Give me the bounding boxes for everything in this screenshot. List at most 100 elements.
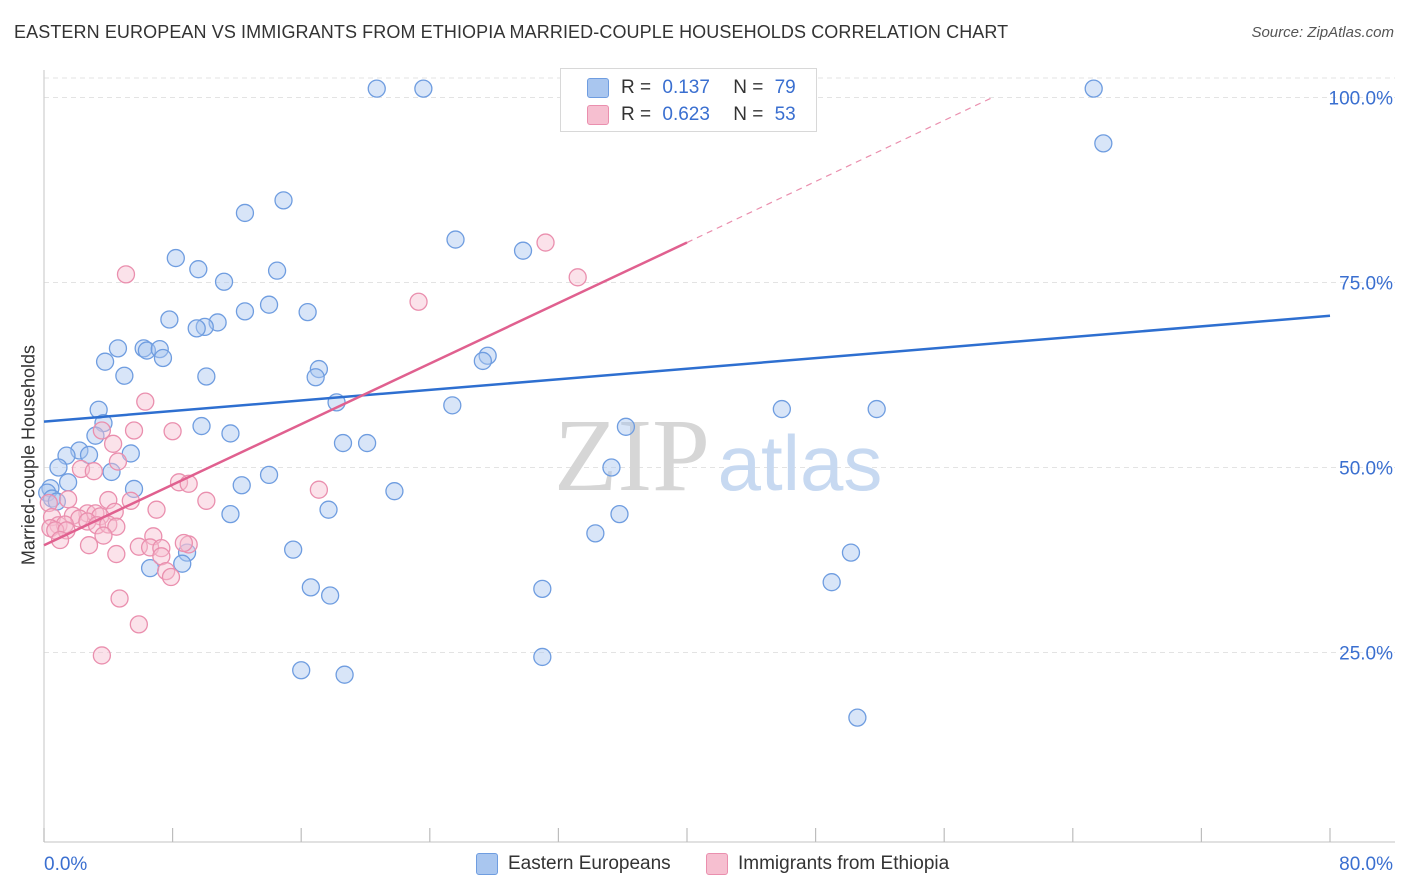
data-point-ethiopia bbox=[108, 452, 128, 471]
data-point-eastern-europeans bbox=[443, 396, 462, 415]
data-point-eastern-europeans bbox=[95, 352, 115, 371]
data-point-ethiopia bbox=[197, 491, 216, 510]
data-point-eastern-europeans bbox=[867, 399, 886, 419]
legend-swatch-pink bbox=[587, 105, 609, 125]
data-point-eastern-europeans bbox=[235, 203, 255, 223]
data-point-ethiopia bbox=[309, 480, 329, 499]
data-point-ethiopia bbox=[174, 533, 194, 553]
data-point-eastern-europeans bbox=[616, 417, 636, 436]
watermark-zip: ZIP bbox=[554, 398, 710, 513]
data-point-ethiopia bbox=[79, 536, 99, 555]
data-point-eastern-europeans bbox=[153, 348, 173, 368]
data-point-eastern-europeans bbox=[221, 504, 240, 524]
x-tick-label-max: 80.0% bbox=[1339, 854, 1393, 875]
data-point-eastern-europeans bbox=[124, 479, 144, 499]
legend-label: Immigrants from Ethiopia bbox=[738, 853, 950, 874]
data-point-eastern-europeans bbox=[232, 476, 251, 495]
data-point-eastern-europeans bbox=[1084, 79, 1103, 98]
axes bbox=[43, 70, 1395, 843]
data-point-ethiopia bbox=[129, 615, 148, 634]
data-point-eastern-europeans bbox=[772, 399, 791, 419]
correlation-legend: R = 0.137 N = 79 R = 0.623 N = 53 bbox=[560, 68, 817, 132]
trend-line-eastern-europeans bbox=[43, 314, 1331, 423]
data-point-ethiopia bbox=[157, 561, 176, 581]
data-point-eastern-europeans bbox=[610, 504, 629, 524]
legend-swatch-pink bbox=[706, 853, 728, 875]
data-point-eastern-europeans bbox=[841, 543, 861, 562]
data-point-eastern-europeans bbox=[49, 458, 68, 477]
data-point-eastern-europeans bbox=[1094, 134, 1113, 153]
legend-label: Eastern Europeans bbox=[508, 853, 671, 874]
data-point-eastern-europeans bbox=[214, 272, 234, 291]
data-point-eastern-europeans bbox=[367, 79, 386, 98]
data-point-ethiopia bbox=[94, 526, 113, 545]
data-point-ethiopia bbox=[39, 493, 58, 513]
trend-lines bbox=[43, 96, 1331, 547]
x-tick-label-min: 0.0% bbox=[44, 854, 87, 875]
data-point-ethiopia bbox=[110, 589, 129, 608]
data-point-eastern-europeans bbox=[292, 661, 311, 680]
data-point-eastern-europeans bbox=[385, 482, 404, 501]
data-point-ethiopia bbox=[409, 292, 428, 311]
data-point-ethiopia bbox=[136, 392, 155, 411]
data-point-eastern-europeans bbox=[414, 79, 433, 98]
data-point-eastern-europeans bbox=[166, 248, 185, 268]
data-point-eastern-europeans bbox=[320, 586, 340, 605]
data-point-eastern-europeans bbox=[197, 367, 216, 386]
watermark: ZIP atlas bbox=[554, 398, 882, 513]
y-tick-label: 75.0% bbox=[1339, 274, 1393, 295]
data-point-eastern-europeans bbox=[173, 554, 192, 573]
data-point-eastern-europeans bbox=[235, 302, 255, 321]
watermark-atlas: atlas bbox=[718, 419, 883, 507]
data-point-eastern-europeans bbox=[446, 230, 465, 249]
data-point-eastern-europeans bbox=[102, 462, 121, 482]
data-point-eastern-europeans bbox=[301, 578, 320, 597]
data-point-eastern-europeans bbox=[121, 444, 140, 463]
data-point-eastern-europeans bbox=[335, 665, 354, 684]
data-point-eastern-europeans bbox=[58, 473, 78, 492]
data-point-ethiopia bbox=[103, 434, 123, 453]
n-value: 53 bbox=[774, 104, 796, 125]
data-point-ethiopia bbox=[92, 646, 112, 665]
data-point-eastern-europeans bbox=[586, 524, 605, 543]
data-point-eastern-europeans bbox=[533, 579, 552, 599]
y-tick-label: 100.0% bbox=[1329, 89, 1394, 110]
series-eastern-europeans-points bbox=[38, 79, 1113, 727]
data-point-eastern-europeans bbox=[187, 319, 206, 338]
source-label: Source: ZipAtlas.com bbox=[1251, 24, 1394, 41]
x-tick-labels: 0.0% 80.0% bbox=[44, 854, 1393, 875]
data-point-eastern-europeans bbox=[221, 424, 240, 443]
data-point-eastern-europeans bbox=[259, 295, 279, 314]
y-axis-label: Married-couple Households bbox=[18, 344, 39, 566]
series-ethiopia-points bbox=[39, 233, 587, 665]
data-point-eastern-europeans bbox=[134, 339, 153, 358]
data-point-eastern-europeans bbox=[473, 351, 492, 371]
data-point-eastern-europeans bbox=[192, 416, 211, 436]
data-point-ethiopia bbox=[124, 421, 144, 440]
data-point-ethiopia bbox=[116, 265, 136, 284]
data-point-eastern-europeans bbox=[848, 708, 867, 727]
data-point-ethiopia bbox=[107, 544, 126, 564]
data-point-eastern-europeans bbox=[306, 368, 325, 387]
r-label: R = bbox=[621, 104, 652, 125]
data-point-eastern-europeans bbox=[274, 191, 293, 210]
n-value: 79 bbox=[774, 77, 796, 98]
data-point-eastern-europeans bbox=[333, 433, 353, 453]
data-point-eastern-europeans bbox=[533, 647, 552, 667]
y-tick-labels: 25.0% 50.0% 75.0% 100.0% bbox=[1329, 89, 1394, 665]
data-point-ethiopia bbox=[107, 517, 126, 536]
data-point-eastern-europeans bbox=[822, 573, 841, 592]
data-point-eastern-europeans bbox=[259, 465, 279, 485]
data-point-eastern-europeans bbox=[513, 241, 533, 260]
data-point-eastern-europeans bbox=[319, 500, 338, 519]
data-point-ethiopia bbox=[84, 462, 103, 481]
legend-swatch-blue bbox=[587, 78, 609, 98]
data-point-eastern-europeans bbox=[189, 260, 208, 279]
data-point-eastern-europeans bbox=[298, 302, 317, 322]
data-point-eastern-europeans bbox=[115, 366, 134, 385]
y-tick-label: 25.0% bbox=[1339, 644, 1393, 665]
r-value: 0.623 bbox=[662, 104, 710, 125]
data-point-ethiopia bbox=[568, 268, 587, 287]
r-label: R = bbox=[621, 77, 652, 98]
